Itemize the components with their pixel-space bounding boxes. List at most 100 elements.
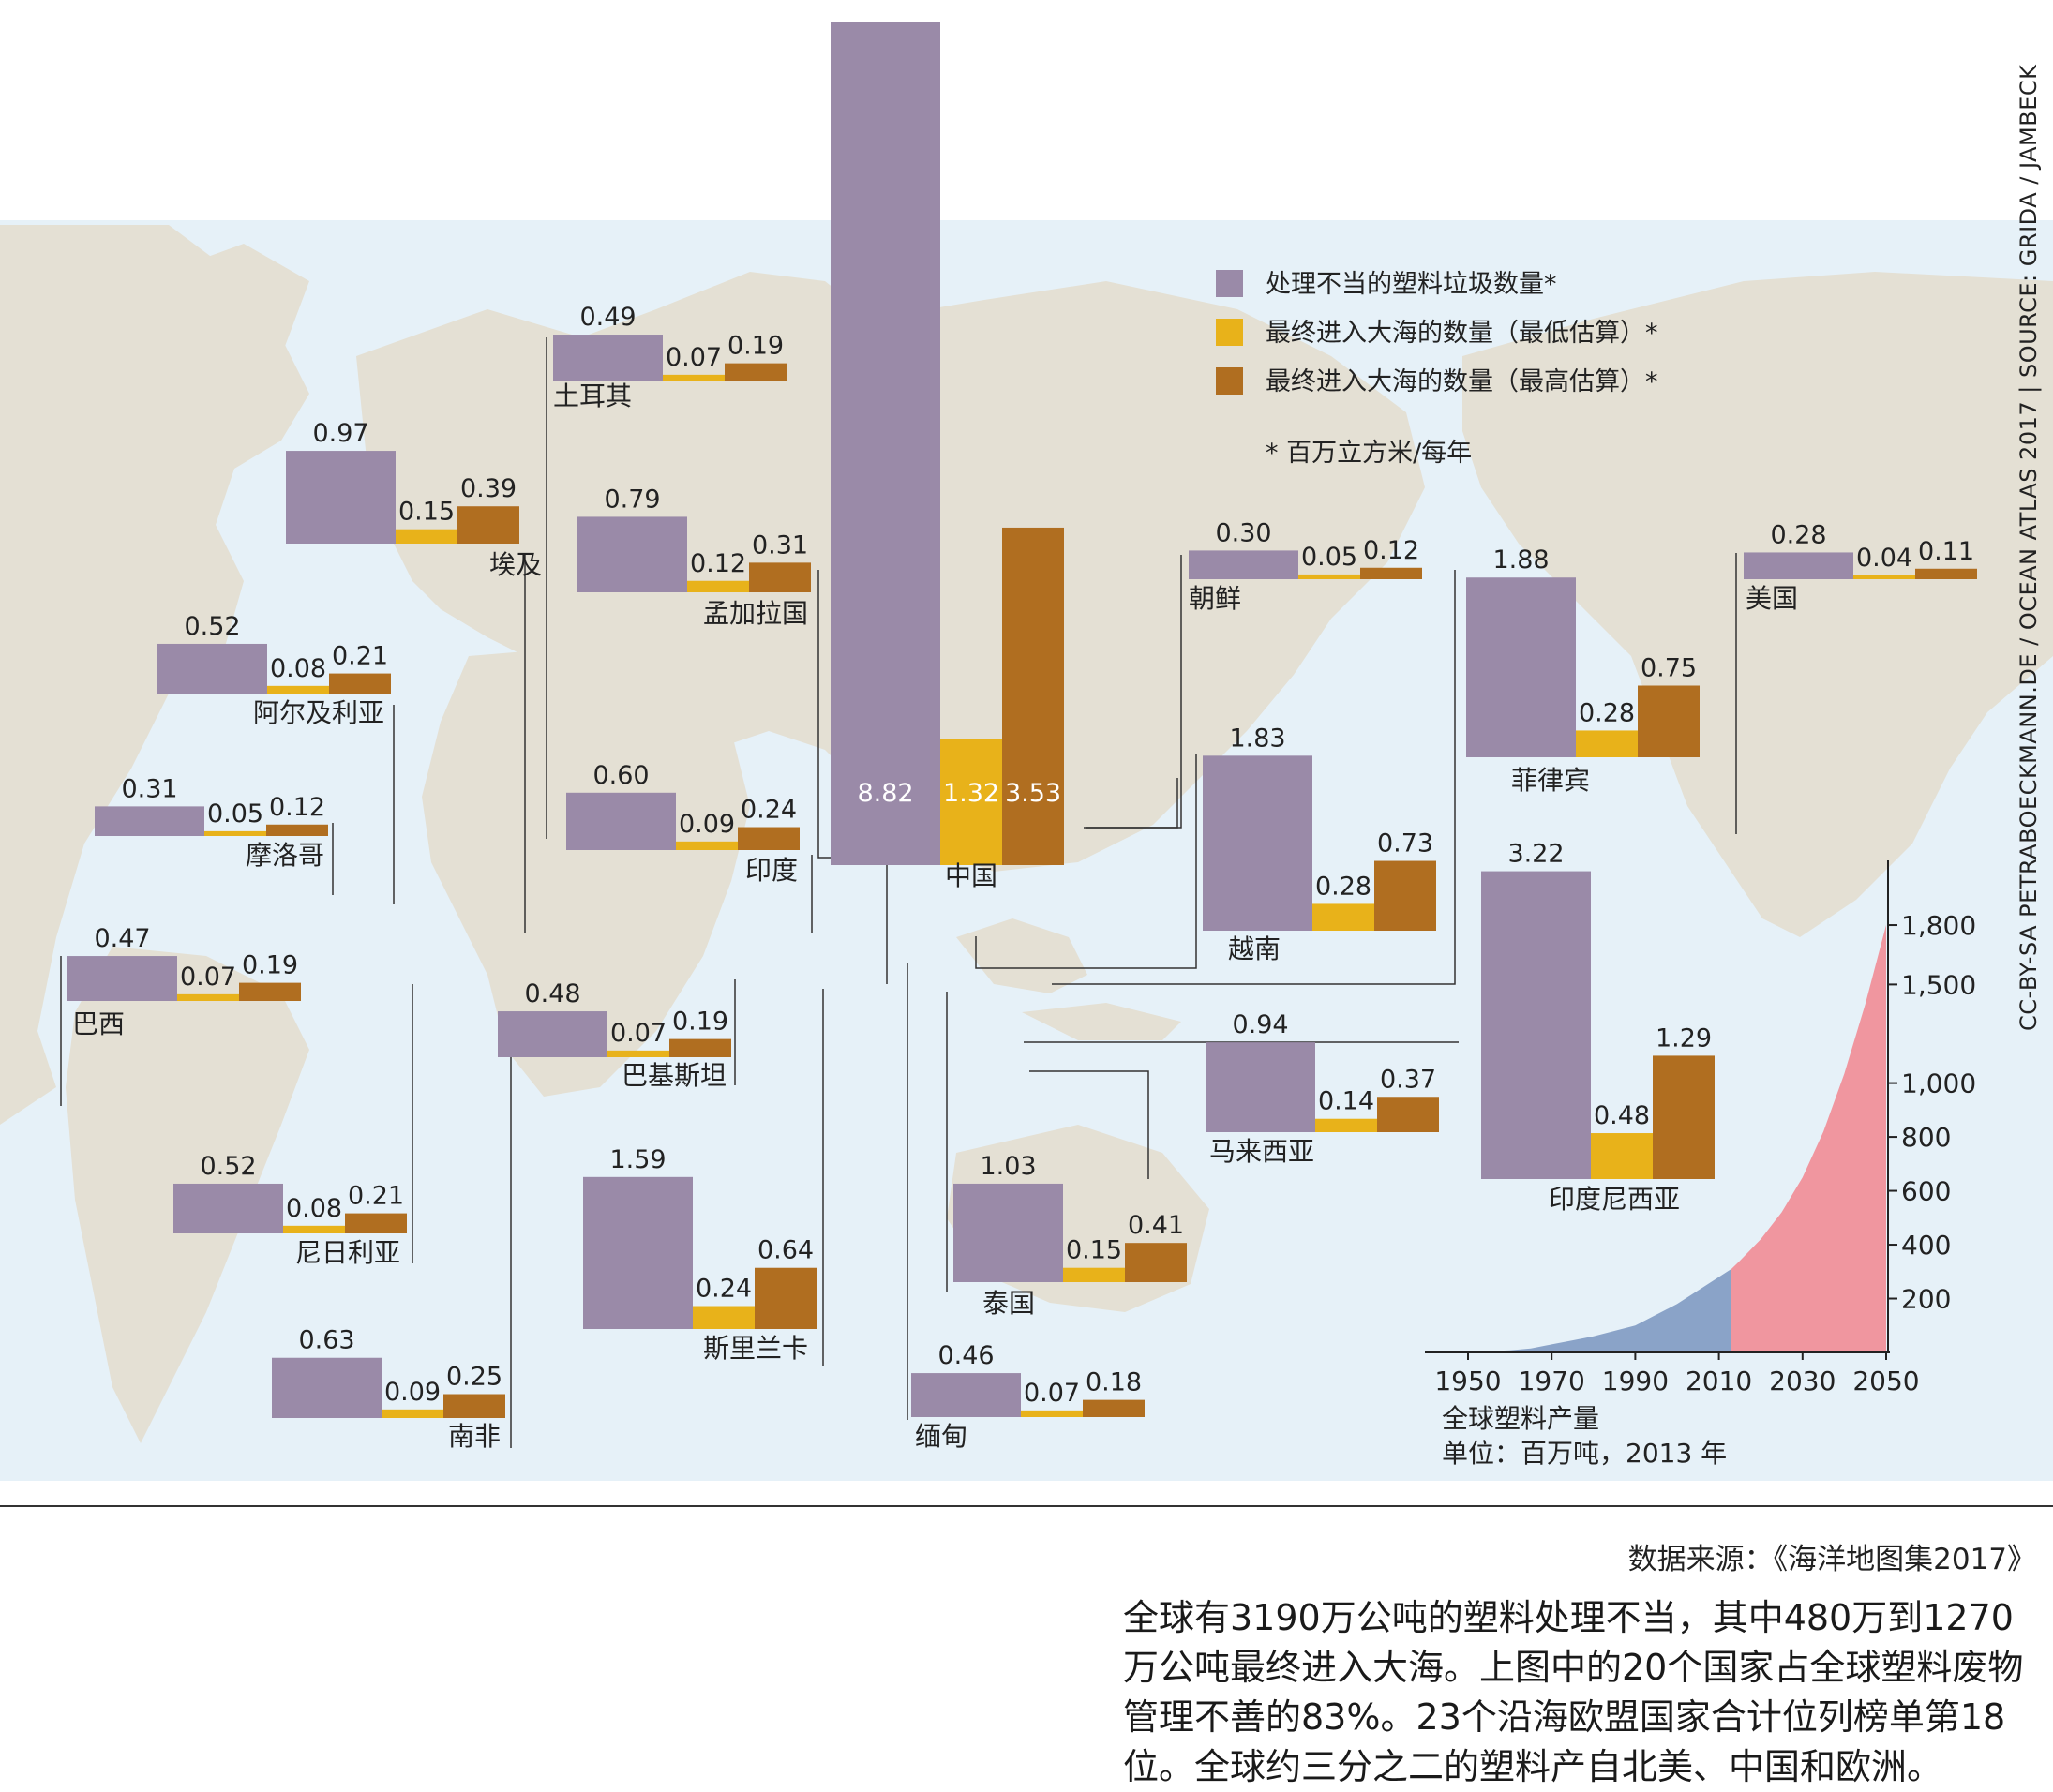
country-group: 0.28 0.04 0.11 美国 (1744, 520, 1977, 614)
country-label: 巴基斯坦 (622, 1060, 727, 1091)
country-group: 1.03 0.150.41 泰国 (953, 1152, 1187, 1319)
data-label-mismanaged: 0.94 (1232, 1010, 1288, 1039)
bar-mismanaged (1189, 550, 1298, 579)
bar-mismanaged (566, 792, 676, 850)
data-label-mismanaged: 1.83 (1229, 724, 1285, 753)
credit-text: CC-BY-SA PETRABOECKMANN.DE / OCEAN ATLAS… (2016, 64, 2042, 1031)
country-label: 马来西亚 (1209, 1136, 1314, 1167)
legend-unit-note: * 百万立方米/每年 (1266, 439, 1472, 468)
country-label: 中国 (945, 860, 997, 891)
area-chart-title: 全球塑料产量 (1442, 1403, 1599, 1434)
data-label-ocean-high: 0.41 (1128, 1211, 1184, 1240)
data-label-ocean-high: 0.19 (242, 951, 298, 980)
bar-mismanaged (1466, 577, 1576, 757)
data-label-mismanaged: 1.03 (980, 1152, 1036, 1181)
data-label-ocean-low: 0.12 (690, 549, 746, 578)
bar-ocean-low (1063, 1267, 1125, 1282)
y-tick-label: 600 (1901, 1176, 1951, 1207)
legend-label-ocean-low: 最终进入大海的数量（最低估算）* (1266, 319, 1658, 348)
data-label-ocean-high: 0.12 (269, 793, 325, 822)
bar-mismanaged (911, 1373, 1021, 1417)
country-group: 0.30 0.05 0.12 朝鲜 (1189, 518, 1422, 614)
bar-mismanaged (1481, 871, 1591, 1179)
data-label-ocean-high: 0.12 (1363, 536, 1419, 565)
bar-mismanaged (553, 335, 663, 381)
country-label: 美国 (1746, 583, 1798, 614)
bar-mismanaged (953, 1183, 1063, 1282)
country-group: 0.79 0.120.31 孟加拉国 (577, 485, 811, 629)
country-group: 0.60 0.09 0.24 印度 (566, 761, 800, 886)
country-group: 8.82 1.32 3.53 中国 (831, 22, 1064, 891)
country-label: 埃及 (489, 549, 542, 580)
data-label-mismanaged: 1.59 (609, 1145, 666, 1174)
bar-mismanaged (157, 643, 267, 694)
legend-label-mismanaged: 处理不当的塑料垃圾数量* (1266, 270, 1557, 299)
country-label: 印度 (745, 855, 798, 886)
bar-ocean-low (1312, 903, 1374, 931)
y-tick-label: 1,800 (1901, 910, 1976, 941)
data-label-ocean-low: 0.28 (1315, 872, 1371, 901)
caption-text: 全球有3190万公吨的塑料处理不当，其中480万到1270万公吨最终进入大海。上… (1123, 1597, 2024, 1787)
bar-ocean-high (1377, 1097, 1439, 1132)
bar-ocean-low (1853, 575, 1915, 579)
bar-ocean-high (738, 827, 800, 850)
data-label-ocean-low: 0.28 (1579, 698, 1635, 727)
data-label-ocean-high: 0.31 (752, 530, 808, 560)
data-label-mismanaged: 0.47 (94, 924, 150, 953)
y-tick-label: 1,500 (1901, 969, 1976, 1000)
bar-mismanaged (173, 1183, 283, 1233)
bar-ocean-high (1125, 1243, 1187, 1282)
bar-ocean-high (1653, 1055, 1715, 1179)
bar-ocean-low (676, 841, 738, 850)
x-tick-label: 1970 (1519, 1366, 1585, 1396)
data-label-ocean-high: 0.21 (332, 642, 388, 671)
data-label-ocean-low: 1.32 (943, 779, 999, 808)
bar-mismanaged (286, 451, 396, 544)
source-line: 数据来源：《海洋地图集2017》 (1627, 1543, 2036, 1576)
data-label-mismanaged: 0.52 (184, 612, 240, 641)
leader-line (975, 754, 1197, 969)
country-group: 0.52 0.08 0.21 阿尔及利亚 (157, 612, 391, 728)
data-label-ocean-high: 0.19 (727, 332, 784, 361)
country-group: 0.49 0.07 0.19 土耳其 (553, 303, 787, 411)
data-label-ocean-low: 0.15 (1066, 1236, 1122, 1265)
country-label: 菲律宾 (1511, 765, 1590, 796)
data-label-ocean-low: 0.05 (207, 799, 263, 829)
y-tick-label: 400 (1901, 1230, 1951, 1261)
data-label-ocean-low: 0.05 (1301, 543, 1357, 572)
bar-ocean-high (443, 1394, 505, 1418)
bar-ocean-high (755, 1267, 817, 1329)
data-label-ocean-low: 0.07 (180, 963, 236, 992)
area-chart-subtitle: 单位：百万吨，2013 年 (1442, 1438, 1727, 1469)
leader-line (1086, 555, 1182, 829)
data-label-ocean-high: 0.25 (446, 1363, 502, 1392)
bar-ocean-low (1021, 1410, 1083, 1417)
x-tick-label: 2050 (1852, 1366, 1919, 1396)
country-group: 1.88 0.280.75 菲律宾 (1466, 545, 1700, 796)
data-label-mismanaged: 0.63 (298, 1326, 354, 1355)
bar-ocean-low (396, 529, 457, 544)
bar-mismanaged (1203, 755, 1312, 931)
y-tick-label: 1,000 (1901, 1068, 1976, 1099)
country-group: 0.46 0.07 0.18 缅甸 (911, 1341, 1145, 1452)
data-label-mismanaged: 0.60 (592, 761, 649, 790)
country-bar-groups: 8.82 1.32 3.53中国3.220.481.29印度尼西亚1.880.280… (67, 22, 1977, 1452)
x-tick-label: 2010 (1686, 1366, 1752, 1396)
data-label-mismanaged: 0.31 (121, 774, 177, 803)
country-group: 1.83 0.280.73 越南 (1203, 724, 1436, 964)
data-label-mismanaged: 0.79 (604, 485, 660, 514)
bar-mismanaged (67, 956, 177, 1001)
country-group: 0.48 0.07 0.19 巴基斯坦 (498, 979, 731, 1091)
bar-ocean-low (1315, 1118, 1377, 1132)
data-label-ocean-high: 0.73 (1377, 829, 1433, 859)
data-label-mismanaged: 0.28 (1770, 520, 1826, 549)
data-label-mismanaged: 3.22 (1507, 840, 1564, 869)
bar-ocean-high (1915, 568, 1977, 579)
data-label-ocean-low: 0.04 (1856, 544, 1912, 573)
leader-line (1029, 1070, 1149, 1179)
bar-ocean-low (607, 1050, 669, 1057)
bar-mismanaged (583, 1176, 693, 1329)
data-label-ocean-high: 1.29 (1656, 1023, 1712, 1053)
bar-ocean-high (266, 824, 328, 836)
bar-ocean-high (1374, 860, 1436, 931)
